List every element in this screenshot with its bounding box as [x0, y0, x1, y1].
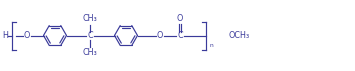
Text: n: n	[209, 43, 213, 48]
Text: CH₃: CH₃	[83, 14, 97, 23]
Text: C: C	[87, 31, 93, 40]
Text: CH₃: CH₃	[83, 48, 97, 57]
Text: OCH₃: OCH₃	[228, 31, 249, 40]
Text: H: H	[2, 31, 8, 40]
Text: O: O	[177, 14, 183, 23]
Text: O: O	[157, 31, 163, 40]
Text: C: C	[177, 31, 183, 40]
Text: O: O	[24, 31, 30, 40]
